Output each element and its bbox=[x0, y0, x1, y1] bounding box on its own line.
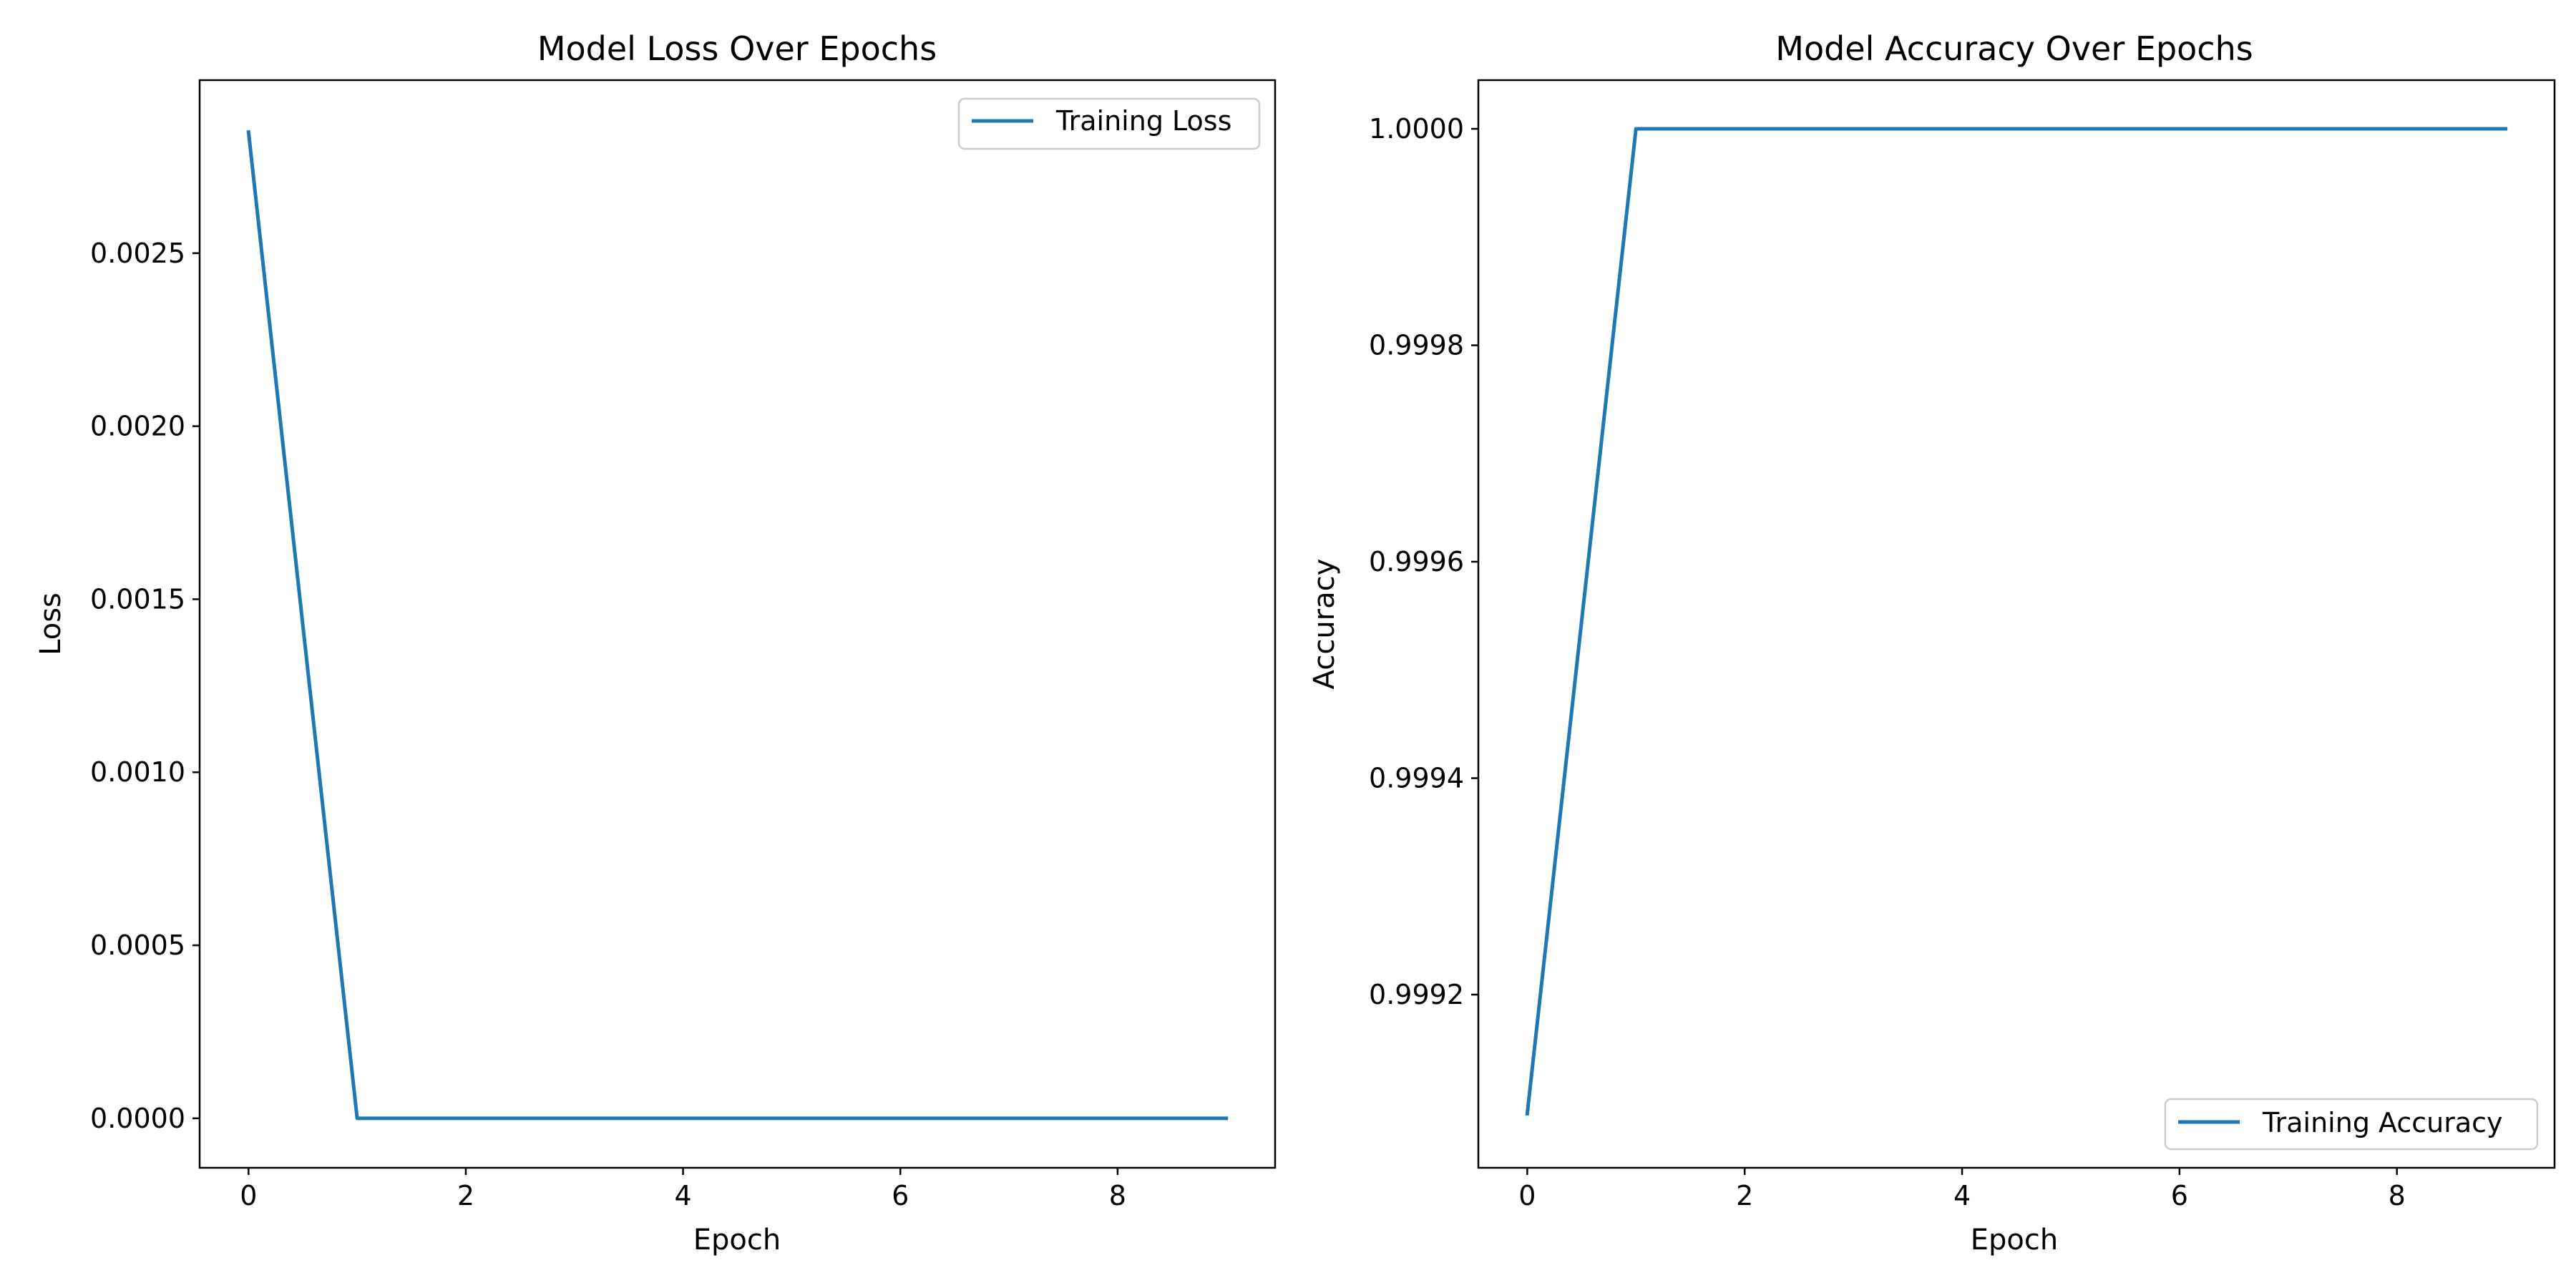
loss-x-tick-label: 6 bbox=[892, 1180, 909, 1211]
accuracy-series-lines bbox=[1525, 127, 2508, 1116]
loss-x-axis-label: Epoch bbox=[693, 1224, 781, 1257]
accuracy-y-axis-label: Accuracy bbox=[1308, 559, 1341, 690]
loss-legend-label: Training Loss bbox=[1055, 105, 1231, 137]
accuracy-plot-frame bbox=[1477, 79, 2556, 1169]
loss-y-axis-label: Loss bbox=[34, 592, 67, 655]
accuracy-x-tick-label: 2 bbox=[1736, 1180, 1753, 1211]
loss-y-tick-label: 0.0005 bbox=[90, 930, 185, 961]
loss-y-tick-label: 0.0000 bbox=[90, 1103, 185, 1134]
accuracy-x-tick-label: 4 bbox=[1953, 1180, 1971, 1211]
accuracy-chart: Model Accuracy Over Epochs Epoch Accurac… bbox=[1308, 29, 2556, 1257]
accuracy-y-tick-label: 0.9996 bbox=[1369, 546, 1464, 577]
accuracy-y-tick-label: 1.0000 bbox=[1369, 113, 1464, 145]
accuracy-series-line bbox=[1525, 127, 2508, 1116]
loss-y-tick-label: 0.0025 bbox=[90, 238, 185, 269]
loss-series-lines bbox=[246, 130, 1229, 1121]
accuracy-y-tick-label: 0.9998 bbox=[1369, 330, 1464, 361]
accuracy-y-tick-label: 0.9992 bbox=[1369, 979, 1464, 1010]
loss-y-tick-label: 0.0020 bbox=[90, 411, 185, 442]
loss-series-line bbox=[246, 130, 1229, 1121]
accuracy-axis-ticks: 0 2 4 6 8 0.9992 0.9994 0.9996 0.9998 1.0000 bbox=[1369, 113, 2406, 1211]
accuracy-x-tick-label: 6 bbox=[2171, 1180, 2188, 1211]
accuracy-x-axis-label: Epoch bbox=[1971, 1224, 2058, 1257]
accuracy-legend-box bbox=[2164, 1098, 2539, 1151]
loss-legend-box bbox=[957, 97, 1261, 150]
loss-x-tick-label: 8 bbox=[1109, 1180, 1126, 1211]
accuracy-chart-title: Model Accuracy Over Epochs bbox=[1775, 29, 2253, 68]
accuracy-legend-label: Training Accuracy bbox=[2262, 1107, 2503, 1138]
loss-axis-ticks: 0 2 4 6 8 0.0000 0.0005 0.0010 0.0015 0.0020 0.002… bbox=[90, 238, 1126, 1211]
loss-legend: Training Loss bbox=[957, 97, 1261, 150]
loss-x-tick-label: 4 bbox=[674, 1180, 691, 1211]
loss-x-tick-label: 0 bbox=[240, 1180, 257, 1211]
accuracy-x-tick-label: 8 bbox=[2389, 1180, 2406, 1211]
loss-y-tick-label: 0.0015 bbox=[90, 583, 185, 615]
loss-plot-frame bbox=[198, 79, 1277, 1169]
loss-y-tick-label: 0.0010 bbox=[90, 756, 185, 788]
accuracy-x-tick-label: 0 bbox=[1518, 1180, 1536, 1211]
loss-chart: Model Loss Over Epochs Epoch Loss 0 2 4 6 80… bbox=[34, 29, 1277, 1257]
loss-x-tick-label: 2 bbox=[457, 1180, 474, 1211]
accuracy-y-tick-label: 0.9994 bbox=[1369, 763, 1464, 794]
loss-chart-title: Model Loss Over Epochs bbox=[537, 29, 937, 68]
accuracy-legend: Training Accuracy bbox=[2164, 1098, 2539, 1151]
